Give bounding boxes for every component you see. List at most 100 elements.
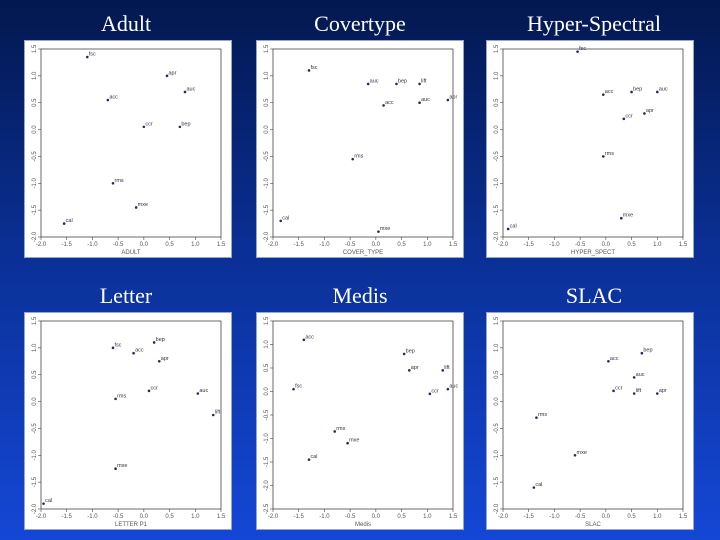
data-point-bep <box>152 341 156 344</box>
scatter-panel-adult: -2.0 -1.5 -1.0 -0.5 0.0 0.5 1.0 1.5 -2.0 -1.5 -1.0… <box>24 40 232 258</box>
y-tick-label: 0.5 <box>264 98 270 107</box>
y-tick-label: 1.5 <box>32 44 38 53</box>
x-axis-label: SLAC <box>585 522 601 528</box>
x-axis-label: Medis <box>355 522 371 528</box>
data-point-bep <box>640 351 644 355</box>
x-tick-label: -1.0 <box>549 242 560 248</box>
data-point-label: apr <box>449 95 457 101</box>
data-point-label: auc <box>636 372 645 378</box>
data-point-label: auc <box>659 86 668 92</box>
y-tick-label: 0.0 <box>32 125 38 134</box>
data-point-label: cal <box>282 215 289 221</box>
data-point-apr <box>446 98 450 102</box>
y-tick-label: -1.0 <box>32 449 38 460</box>
plot-frame <box>272 320 454 510</box>
x-tick-label: 1.5 <box>679 514 688 520</box>
data-point-fsc <box>576 50 579 53</box>
y-tick-label: -0.5 <box>32 423 38 434</box>
data-point-acc <box>601 93 605 96</box>
data-point-label: fsc <box>295 384 302 390</box>
x-tick-label: -1.5 <box>62 514 73 520</box>
y-tick-label: 0.0 <box>264 387 270 396</box>
data-point-ccr <box>428 392 432 396</box>
data-point-apr <box>655 392 659 395</box>
y-tick-label: 1.0 <box>264 340 270 349</box>
y-tick-label: -0.5 <box>264 151 270 162</box>
data-point-auc <box>366 82 370 86</box>
data-point-label: acc <box>305 334 314 340</box>
y-tick-label: 0.0 <box>32 397 38 406</box>
data-point-label: fsc <box>311 65 318 71</box>
x-tick-label: -2.0 <box>498 242 509 248</box>
data-point-lift <box>418 82 421 86</box>
y-tick-label: -2.0 <box>264 231 270 242</box>
x-tick-label: -2.0 <box>268 242 279 248</box>
x-tick-label: 0.5 <box>397 242 406 248</box>
y-tick-label: 1.0 <box>32 343 38 352</box>
x-tick-label: -0.5 <box>575 514 586 520</box>
data-point-bep <box>402 352 406 356</box>
data-point-label: cal <box>66 218 73 224</box>
y-tick-label: 0.0 <box>494 397 500 406</box>
data-point-label: bep <box>633 86 642 92</box>
y-tick-label: -1.5 <box>32 204 38 215</box>
data-point-label: bep <box>643 348 652 354</box>
data-point-apr <box>165 74 169 78</box>
scatter-plot-hyper-spectral: -2.0 -1.5 -1.0 -0.5 0.0 0.5 1.0 1.5 -2.0 -1.5 -1.0… <box>494 44 688 256</box>
y-tick-label: -1.5 <box>494 476 500 487</box>
y-tick-label: 1.5 <box>494 316 500 325</box>
data-point-mxe <box>134 206 138 209</box>
x-tick-label: -2.0 <box>268 514 279 520</box>
data-point-apr <box>157 359 161 363</box>
data-point-fsc <box>85 55 89 59</box>
x-axis-label: COVER_TYPE <box>343 250 383 256</box>
x-tick-label: 0.5 <box>165 242 174 248</box>
data-point-label: cal <box>510 223 517 229</box>
data-point-rms <box>535 416 538 419</box>
y-tick-label: -1.5 <box>32 476 38 487</box>
scatter-plot-letter: -2.0 -1.5 -1.0 -0.5 0.0 0.5 1.0 1.5 -2.0 -1.5 -1.0… <box>32 316 226 528</box>
data-point-cal <box>307 458 311 461</box>
x-tick-label: -2.0 <box>498 514 509 520</box>
title-letter: Letter <box>99 283 153 308</box>
x-tick-label: 1.5 <box>217 242 226 248</box>
data-point-auc <box>196 392 200 395</box>
x-tick-label: 0.0 <box>140 514 149 520</box>
data-point-label: auc <box>187 86 196 92</box>
x-tick-label: -1.5 <box>62 242 73 248</box>
x-tick-label: 1.0 <box>423 514 432 520</box>
x-tick-label: 1.5 <box>449 242 458 248</box>
data-point-label: cal <box>311 454 318 460</box>
plot-frame <box>502 48 684 238</box>
y-tick-label: -1.5 <box>494 204 500 215</box>
data-point-ccr <box>142 125 146 129</box>
data-point-label: acc <box>610 356 619 362</box>
y-tick-label: 1.0 <box>32 71 38 80</box>
y-tick-label: 0.5 <box>32 370 38 379</box>
x-tick-label: 0.0 <box>602 242 611 248</box>
x-tick-label: -1.5 <box>524 514 535 520</box>
data-point-label: ccr <box>431 388 439 394</box>
data-point-label: rms <box>117 393 126 399</box>
scatter-plot-adult: -2.0 -1.5 -1.0 -0.5 0.0 0.5 1.0 1.5 -2.0 -1.5 -1.0… <box>32 44 226 256</box>
data-point-auc <box>655 90 659 94</box>
data-point-label: lift <box>421 78 427 84</box>
x-tick-label: 1.0 <box>423 242 432 248</box>
y-tick-label: -2.0 <box>494 231 500 242</box>
title-medis: Medis <box>332 283 388 308</box>
x-tick-label: 0.0 <box>602 514 611 520</box>
data-point-bep <box>395 82 398 86</box>
data-point-acc <box>302 338 306 342</box>
y-tick-label: -0.5 <box>494 423 500 434</box>
x-tick-label: 0.0 <box>372 242 381 248</box>
data-point-rms <box>333 430 337 433</box>
y-tick-label: -2.0 <box>32 503 38 514</box>
data-point-ccr <box>612 389 615 393</box>
y-tick-label: -1.0 <box>494 449 500 460</box>
y-tick-label: 1.5 <box>264 316 270 325</box>
data-point-mxe <box>377 230 380 233</box>
x-tick-label: 1.5 <box>679 242 688 248</box>
y-tick-label: -1.5 <box>264 204 270 215</box>
y-tick-label: 1.5 <box>32 316 38 325</box>
data-point-label: ccr <box>145 121 153 127</box>
